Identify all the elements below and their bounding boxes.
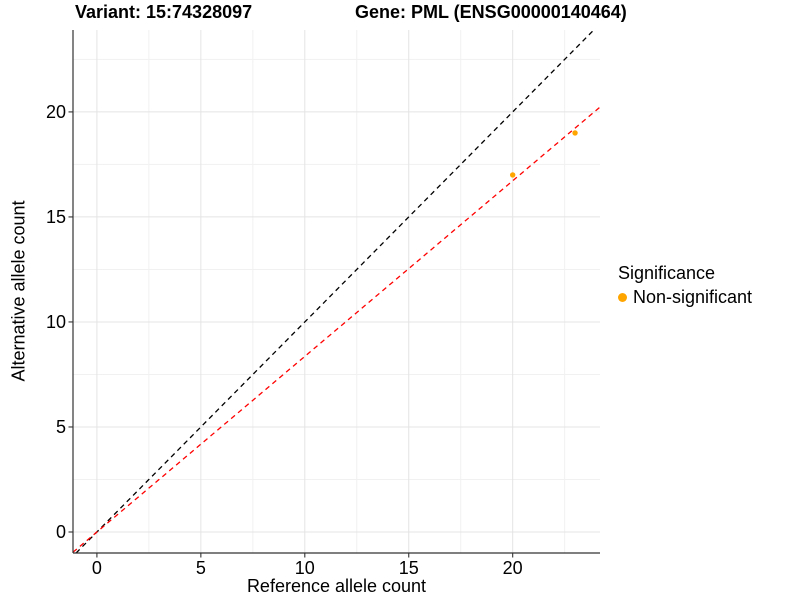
identity-line: [75, 29, 595, 554]
y-axis-title: Alternative allele count: [8, 200, 29, 382]
y-tick-label: 0: [55, 521, 66, 542]
x-tick-label: 20: [502, 558, 523, 578]
x-tick-label: 15: [398, 558, 419, 578]
y-tick-label: 20: [45, 101, 66, 122]
legend-point-icon: [618, 293, 627, 302]
y-tick-label: 10: [45, 311, 66, 332]
x-tick-label: 0: [91, 558, 102, 578]
x-tick-label: 5: [195, 558, 206, 578]
variant-title: Variant: 15:74328097: [75, 2, 253, 22]
y-tick-label: 5: [55, 416, 66, 437]
x-axis-title: Reference allele count: [246, 576, 427, 596]
x-tick-label: 10: [294, 558, 315, 578]
data-point: [509, 172, 516, 178]
data-point: [572, 130, 578, 136]
legend-item-label: Non-significant: [633, 287, 753, 307]
legend: Significance Non-significant: [618, 263, 752, 308]
legend-item-non-significant: Non-significant: [618, 287, 752, 308]
y-tick-label: 15: [45, 206, 66, 227]
legend-title: Significance: [618, 263, 716, 283]
fit-line: [72, 106, 601, 553]
gene-title: Gene: PML (ENSG00000140464): [355, 2, 627, 22]
